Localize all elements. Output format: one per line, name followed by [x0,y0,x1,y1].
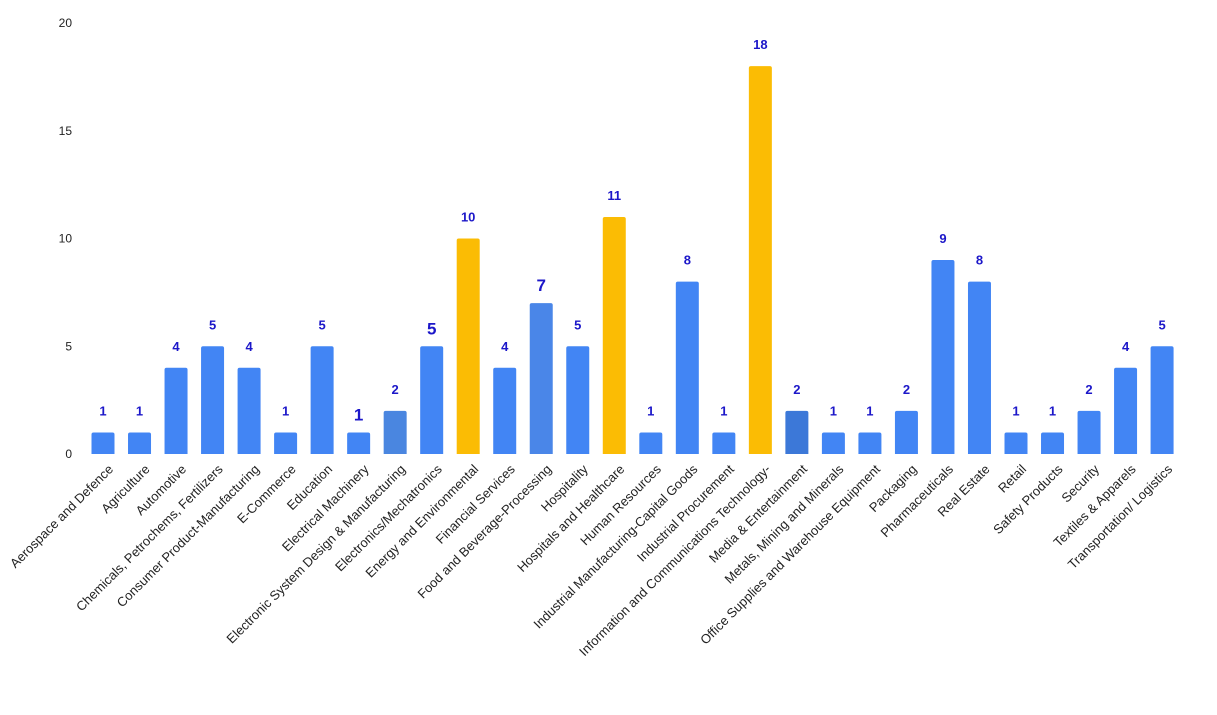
bar [675,281,699,454]
bar [493,367,517,454]
bar [1004,432,1028,454]
x-axis-labels: Aerospace and DefenceAgricultureAutomoti… [7,461,1176,659]
bar [1114,367,1138,454]
bar [529,303,553,454]
bar-value-label: 1 [1049,403,1056,418]
bar [894,410,918,454]
bar-value-label: 4 [501,339,509,354]
bar [1077,410,1101,454]
bar-value-label: 1 [136,403,143,418]
bar [274,432,298,454]
bar-value-label: 11 [607,188,621,203]
bar [566,346,590,454]
bar [821,432,845,454]
bar-value-label: 1 [866,403,873,418]
bar-value-label: 1 [282,403,289,418]
bar [347,432,371,454]
bar [1150,346,1174,454]
bar-value-label: 8 [976,253,983,268]
bar [785,410,809,454]
y-tick-label: 15 [59,124,73,138]
bar [1041,432,1065,454]
bar [602,216,626,454]
bar-value-label: 1 [830,403,837,418]
x-tick-label: Food and Beverage-Processing [414,462,554,602]
bar [748,66,772,454]
bar-value-label: 7 [537,276,546,295]
bar [456,238,480,454]
bar [420,346,444,454]
bar-value-label: 4 [172,339,180,354]
bar-value-label: 9 [939,231,946,246]
bar-value-label: 2 [793,382,800,397]
bar [639,432,663,454]
bar-value-label: 1 [354,405,363,424]
bar-value-label: 5 [209,317,216,332]
bar [858,432,882,454]
y-tick-label: 10 [59,232,73,246]
bar-value-label: 4 [1122,339,1130,354]
bar [164,367,188,454]
bar-value-label: 5 [319,317,326,332]
bar-value-label: 10 [461,210,475,225]
bar-value-label: 1 [647,403,654,418]
bar-value-label: 5 [1158,317,1165,332]
bar-value-label: 2 [903,382,910,397]
bar-value-label: 1 [1012,403,1019,418]
bar-value-label: 1 [720,403,727,418]
x-tick-label: Aerospace and Defence [7,462,116,571]
y-tick-label: 5 [65,339,72,353]
bar-value-label: 5 [427,319,436,338]
bar-value-label: 4 [245,339,253,354]
bar-value-label: 1 [99,403,106,418]
bar [712,432,736,454]
x-tick-label: Retail [995,461,1029,495]
y-tick-label: 0 [65,447,72,461]
bar-value-label: 5 [574,317,581,332]
y-tick-label: 20 [59,16,73,30]
bar-value-label: 18 [753,37,767,52]
bar-value-label: 2 [1085,382,1092,397]
bar [128,432,152,454]
bar [237,367,261,454]
bars [91,66,1174,454]
bar [201,346,225,454]
bar-value-label: 2 [392,382,399,397]
bar [967,281,991,454]
y-axis: 0 5 10 15 20 [59,16,73,461]
bar-value-label: 8 [684,253,691,268]
bar [931,260,955,454]
bar [91,432,115,454]
bar [310,346,334,454]
bar [383,410,407,454]
